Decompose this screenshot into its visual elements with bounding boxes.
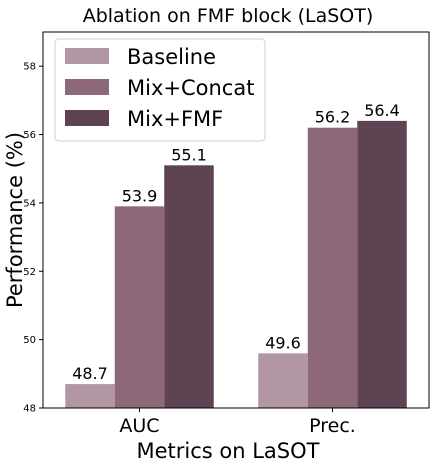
plot-frame <box>42 31 430 409</box>
bar-value-label: 53.9 <box>122 186 158 205</box>
x-axis-title: Metrics on LaSOT <box>137 439 320 463</box>
bar <box>258 353 308 408</box>
bar-value-label: 56.2 <box>315 108 351 127</box>
legend-swatch <box>65 110 109 126</box>
bar <box>164 165 214 408</box>
legend-swatch <box>65 79 109 95</box>
y-tick-label: 48 <box>23 404 36 415</box>
bar-value-label: 55.1 <box>171 145 207 164</box>
y-tick-label: 50 <box>23 335 36 346</box>
x-tick-label: AUC <box>119 415 159 437</box>
bar-value-label: 48.7 <box>72 364 108 383</box>
bar <box>114 206 165 408</box>
legend-label: Mix+FMF <box>127 107 223 131</box>
x-tick-label: Prec. <box>309 415 356 437</box>
bar-value-label: 56.4 <box>364 101 400 120</box>
bar-value-label: 49.6 <box>265 333 301 352</box>
legend-label: Mix+Concat <box>127 76 254 100</box>
legend: Baseline Mix+Concat Mix+FMF <box>54 38 266 142</box>
y-tick-label: 52 <box>23 267 36 278</box>
bar <box>307 127 358 408</box>
bar <box>357 120 407 408</box>
plot-area: 48 50 52 54 56 58 48.7 53.9 55.1 AUC 49.6 56.2 56.4 P… <box>23 62 407 437</box>
y-tick-label: 58 <box>23 62 36 73</box>
y-axis-title: Performance (%) <box>3 132 27 308</box>
y-tick-label: 56 <box>23 130 36 141</box>
chart-title: Ablation on FMF block (LaSOT) <box>83 5 374 27</box>
legend-swatch <box>65 48 109 64</box>
legend-label: Baseline <box>127 45 216 69</box>
bar <box>65 384 115 408</box>
y-tick-label: 54 <box>23 198 36 209</box>
